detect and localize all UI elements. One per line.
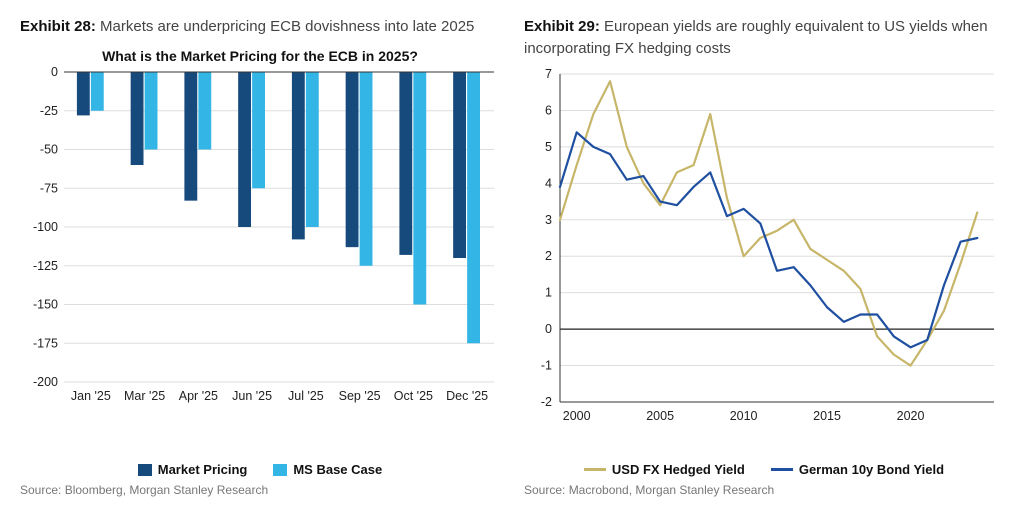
svg-text:0: 0 (545, 322, 552, 336)
exhibit-28-heading: Exhibit 28: Markets are underpricing ECB… (20, 16, 500, 38)
svg-text:-150: -150 (33, 297, 58, 311)
svg-text:5: 5 (545, 139, 552, 153)
svg-text:Dec '25: Dec '25 (446, 389, 488, 403)
svg-text:4: 4 (545, 176, 552, 190)
legend-item-market-pricing: Market Pricing (138, 462, 248, 477)
legend-label: Market Pricing (158, 462, 248, 477)
legend-swatch (584, 468, 606, 471)
exhibit-29-chart: -2 -1 0 1 2 3 4 5 6 7 2000 2005 2010 2015 2020 (524, 66, 1004, 461)
svg-text:Sep '25: Sep '25 (339, 389, 381, 403)
svg-text:-100: -100 (33, 220, 58, 234)
exhibit-29-heading: Exhibit 29: European yields are roughly … (524, 16, 1004, 60)
svg-text:-25: -25 (40, 104, 58, 118)
svg-text:2: 2 (545, 249, 552, 263)
svg-text:-2: -2 (541, 395, 552, 409)
exhibit-29-panel: Exhibit 29: European yields are roughly … (524, 16, 1004, 497)
legend-item-usd-fx-hedged: USD FX Hedged Yield (584, 462, 745, 477)
svg-text:1: 1 (545, 285, 552, 299)
exhibit-29-number: Exhibit 29: (524, 18, 600, 35)
svg-text:2020: 2020 (897, 409, 925, 423)
exhibit-28-source: Source: Bloomberg, Morgan Stanley Resear… (20, 483, 500, 497)
exhibit-29-legend: USD FX Hedged Yield German 10y Bond Yiel… (524, 462, 1004, 477)
svg-text:Apr '25: Apr '25 (179, 389, 218, 403)
svg-text:3: 3 (545, 212, 552, 226)
svg-text:Jan '25: Jan '25 (71, 389, 111, 403)
legend-label: USD FX Hedged Yield (612, 462, 745, 477)
legend-swatch (138, 464, 152, 476)
exhibit-28-panel: Exhibit 28: Markets are underpricing ECB… (20, 16, 500, 497)
legend-item-german-10y: German 10y Bond Yield (771, 462, 944, 477)
exhibit-28-text: Markets are underpricing ECB dovishness … (100, 18, 474, 35)
exhibit-28-number: Exhibit 28: (20, 18, 96, 35)
exhibit-28-chart-title: What is the Market Pricing for the ECB i… (20, 48, 500, 64)
legend-item-ms-base-case: MS Base Case (273, 462, 382, 477)
exhibit-28-legend: Market Pricing MS Base Case (20, 462, 500, 477)
svg-text:-75: -75 (40, 181, 58, 195)
legend-swatch (771, 468, 793, 471)
svg-text:2010: 2010 (730, 409, 758, 423)
svg-text:2005: 2005 (646, 409, 674, 423)
svg-text:Jun '25: Jun '25 (232, 389, 272, 403)
exhibit-29-source: Source: Macrobond, Morgan Stanley Resear… (524, 483, 1004, 497)
svg-text:Mar '25: Mar '25 (124, 389, 165, 403)
svg-text:Jul '25: Jul '25 (288, 389, 324, 403)
svg-text:0: 0 (51, 66, 58, 79)
svg-text:2015: 2015 (813, 409, 841, 423)
legend-label: German 10y Bond Yield (799, 462, 944, 477)
line-chart-svg: -2 -1 0 1 2 3 4 5 6 7 2000 2005 2010 2015 2020 (524, 66, 1004, 426)
svg-text:7: 7 (545, 67, 552, 81)
exhibit-28-chart: 0 -25 -50 -75 -100 -125 -150 -175 -200 Jan '25 Mar… (20, 66, 500, 460)
svg-text:2000: 2000 (563, 409, 591, 423)
svg-text:-200: -200 (33, 375, 58, 389)
legend-swatch (273, 464, 287, 476)
legend-label: MS Base Case (293, 462, 382, 477)
svg-text:-50: -50 (40, 142, 58, 156)
svg-text:Oct '25: Oct '25 (394, 389, 433, 403)
svg-text:-125: -125 (33, 259, 58, 273)
svg-text:6: 6 (545, 103, 552, 117)
bar-chart-svg: 0 -25 -50 -75 -100 -125 -150 -175 -200 Jan '25 Mar… (20, 66, 500, 406)
svg-text:-175: -175 (33, 336, 58, 350)
svg-text:-1: -1 (541, 358, 552, 372)
